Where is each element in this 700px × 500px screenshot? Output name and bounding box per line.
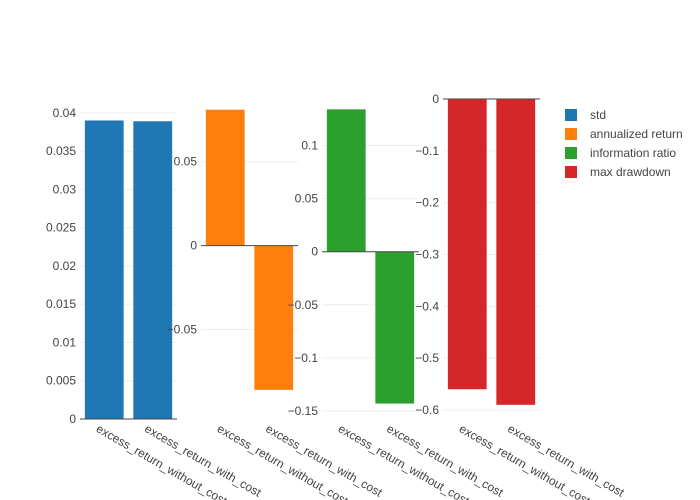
y-tick-label-4-6: 0 <box>432 92 439 106</box>
legend-label-2[interactable]: annualized return <box>590 127 683 141</box>
y-tick-label-3-0: −0.15 <box>288 404 319 418</box>
y-tick-label-4-1: −0.5 <box>415 351 439 365</box>
y-tick-label-2-2: 0.05 <box>174 155 198 169</box>
y-tick-label-1-8: 0.04 <box>53 106 77 120</box>
bar-1-1[interactable] <box>84 120 124 420</box>
bar-3-2[interactable] <box>375 251 415 404</box>
bar-4-1[interactable] <box>447 99 487 390</box>
y-tick-label-4-0: −0.6 <box>415 403 439 417</box>
y-tick-label-3-5: 0.1 <box>301 138 318 152</box>
y-tick-label-1-3: 0.015 <box>46 297 76 311</box>
legend: std annualized return information ratio max… <box>565 108 683 179</box>
y-tick-label-1-7: 0.035 <box>46 144 76 158</box>
y-tick-label-4-2: −0.4 <box>415 299 439 313</box>
y-tick-label-3-1: −0.1 <box>294 351 318 365</box>
y-tick-label-2-1: 0 <box>190 239 197 253</box>
legend-swatch-4[interactable] <box>565 166 577 178</box>
legend-swatch-3[interactable] <box>565 147 577 159</box>
legend-label-3[interactable]: information ratio <box>590 146 676 160</box>
y-tick-label-4-3: −0.3 <box>415 248 439 262</box>
y-tick-label-1-5: 0.025 <box>46 221 76 235</box>
y-tick-label-2-0: −0.05 <box>167 323 198 337</box>
bar-4-2[interactable] <box>496 99 536 405</box>
y-tick-label-4-4: −0.2 <box>415 196 439 210</box>
bar-3-1[interactable] <box>326 109 366 252</box>
legend-label-4[interactable]: max drawdown <box>590 165 671 179</box>
y-tick-label-4-5: −0.1 <box>415 144 439 158</box>
y-tick-label-1-1: 0.005 <box>46 374 76 388</box>
bar-2-2[interactable] <box>254 245 294 390</box>
y-tick-label-3-4: 0.05 <box>295 192 319 206</box>
legend-swatch-2[interactable] <box>565 128 577 140</box>
y-tick-label-1-6: 0.03 <box>53 182 77 196</box>
y-tick-label-1-0: 0 <box>69 412 76 426</box>
bar-1-2[interactable] <box>133 121 173 419</box>
y-tick-label-3-3: 0 <box>311 245 318 259</box>
legend-swatch-1[interactable] <box>565 109 577 121</box>
chart-panels: 00.0050.010.0150.020.0250.030.0350.04exc… <box>46 92 627 500</box>
y-tick-label-1-4: 0.02 <box>53 259 77 273</box>
bar-2-1[interactable] <box>205 109 245 246</box>
legend-label-1[interactable]: std <box>590 108 606 122</box>
y-tick-label-1-2: 0.01 <box>53 335 77 349</box>
y-tick-label-3-2: −0.05 <box>288 298 319 312</box>
